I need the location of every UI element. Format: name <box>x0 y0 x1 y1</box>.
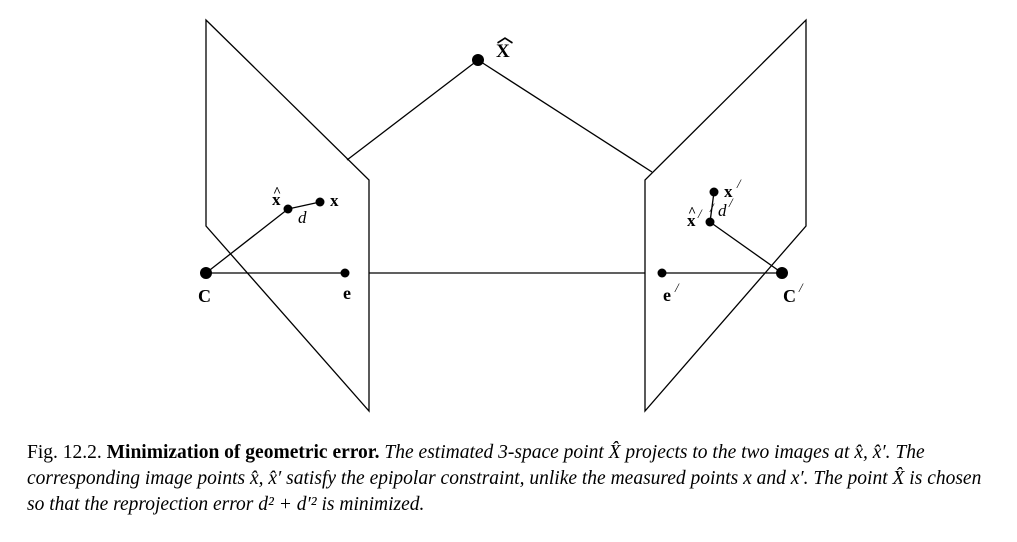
label-C: C <box>198 286 211 306</box>
epipolar-geometry-diagram: ︿ X ^ x x d C e x / d / / ^ x / e / C / <box>198 18 807 413</box>
point-x-hat-prime <box>705 217 715 227</box>
distance-d-prime-segment <box>709 191 715 223</box>
label-C-prime-mark: / <box>798 280 804 295</box>
point-X-hat <box>472 54 484 66</box>
hat-x-right: ^ <box>688 205 696 220</box>
label-x-hat: x <box>272 190 281 209</box>
ray-x-hat-left <box>346 59 479 161</box>
label-x-prime: x <box>724 182 733 201</box>
point-e-prime <box>657 268 667 278</box>
ray-x-hat-right <box>477 59 653 173</box>
label-e-prime-mark: / <box>674 280 680 295</box>
label-e: e <box>343 283 351 303</box>
label-d-prime-tick: / <box>709 200 715 215</box>
label-d: d <box>298 208 307 227</box>
ray-c-to-x-hat <box>205 208 289 274</box>
label-d-prime-mark: / <box>728 195 734 210</box>
caption-title: Minimization of geometric error. <box>106 442 380 463</box>
left-image-plane <box>205 18 370 413</box>
caption-text: The estimated 3-space point X̂ projects … <box>27 442 982 515</box>
point-e <box>340 268 350 278</box>
label-x-prime-mark: / <box>736 176 742 191</box>
distance-d-segment <box>287 201 321 210</box>
hat-x-left: ^ <box>273 185 281 200</box>
label-e-prime: e <box>663 285 671 305</box>
point-C <box>200 267 212 279</box>
figure-caption: Fig. 12.2. Minimization of geometric err… <box>27 440 992 518</box>
point-x-hat <box>283 204 293 214</box>
point-x-prime <box>709 187 719 197</box>
label-C-prime: C <box>783 286 796 306</box>
label-x-hat-prime: x <box>687 211 696 230</box>
point-x <box>315 197 325 207</box>
ray-c-prime-to-x-hat-prime <box>709 221 783 274</box>
right-image-plane <box>644 18 807 413</box>
label-x-hat-prime-mark: / <box>697 206 703 221</box>
label-d-prime: d <box>718 201 727 220</box>
point-C-prime <box>776 267 788 279</box>
caption-fig-number: Fig. 12.2. <box>27 442 102 463</box>
label-X-hat: X <box>496 41 510 62</box>
label-x: x <box>330 191 339 210</box>
wide-hat-X: ︿ <box>497 29 513 46</box>
